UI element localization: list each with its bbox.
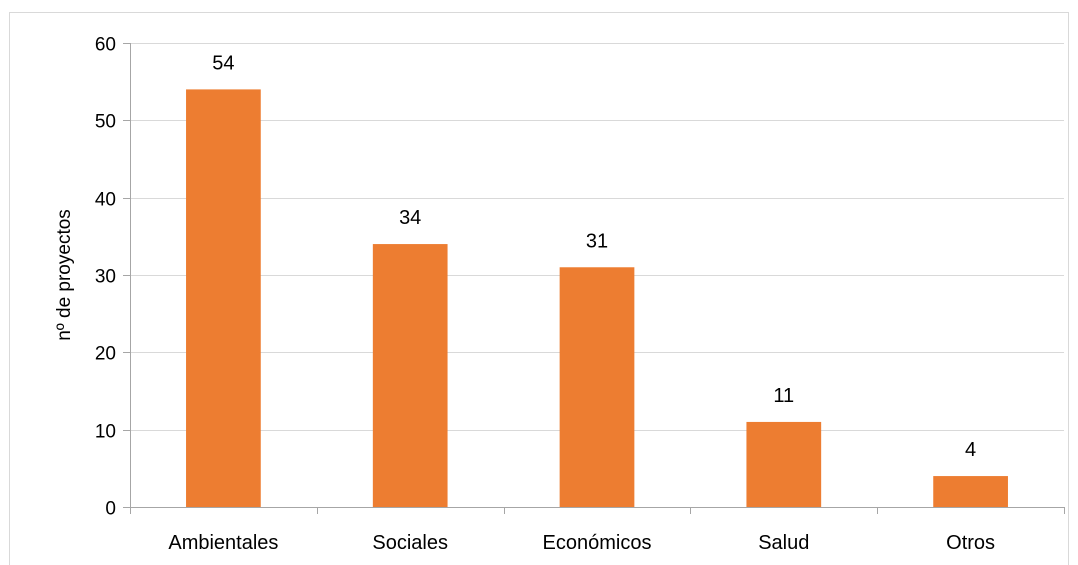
x-category-labels: Ambientales Sociales Económicos Salud Otros (168, 532, 995, 554)
data-label: 4 (965, 439, 976, 461)
y-tick-label: 30 (95, 267, 116, 288)
bar (372, 244, 448, 508)
x-category-label: Económicos (543, 532, 652, 554)
y-tick-labels: 0 10 20 30 40 50 60 (95, 35, 116, 520)
data-labels: 54 34 31 11 4 (212, 52, 976, 461)
x-category-label: Ambientales (168, 532, 278, 554)
y-tick-label: 10 (95, 422, 116, 443)
y-tick-label: 0 (105, 499, 116, 520)
bar (559, 267, 635, 507)
bar (933, 476, 1008, 507)
x-category-label: Otros (946, 532, 995, 554)
y-tick-label: 50 (95, 112, 116, 133)
x-category-label: Sociales (372, 532, 448, 554)
chart-frame (9, 12, 1069, 565)
data-label: 11 (773, 385, 794, 407)
data-label: 34 (399, 207, 421, 229)
bars (186, 89, 1008, 508)
x-category-label: Salud (758, 532, 809, 554)
data-label: 31 (586, 230, 608, 252)
y-tick-label: 20 (95, 344, 116, 365)
y-tick-label: 60 (95, 35, 116, 56)
bar (746, 421, 822, 507)
axes (123, 43, 1065, 514)
data-label: 54 (212, 52, 234, 74)
y-axis-title: nº de proyectos (54, 209, 75, 341)
y-tick-label: 40 (95, 190, 116, 211)
bar (186, 89, 261, 508)
